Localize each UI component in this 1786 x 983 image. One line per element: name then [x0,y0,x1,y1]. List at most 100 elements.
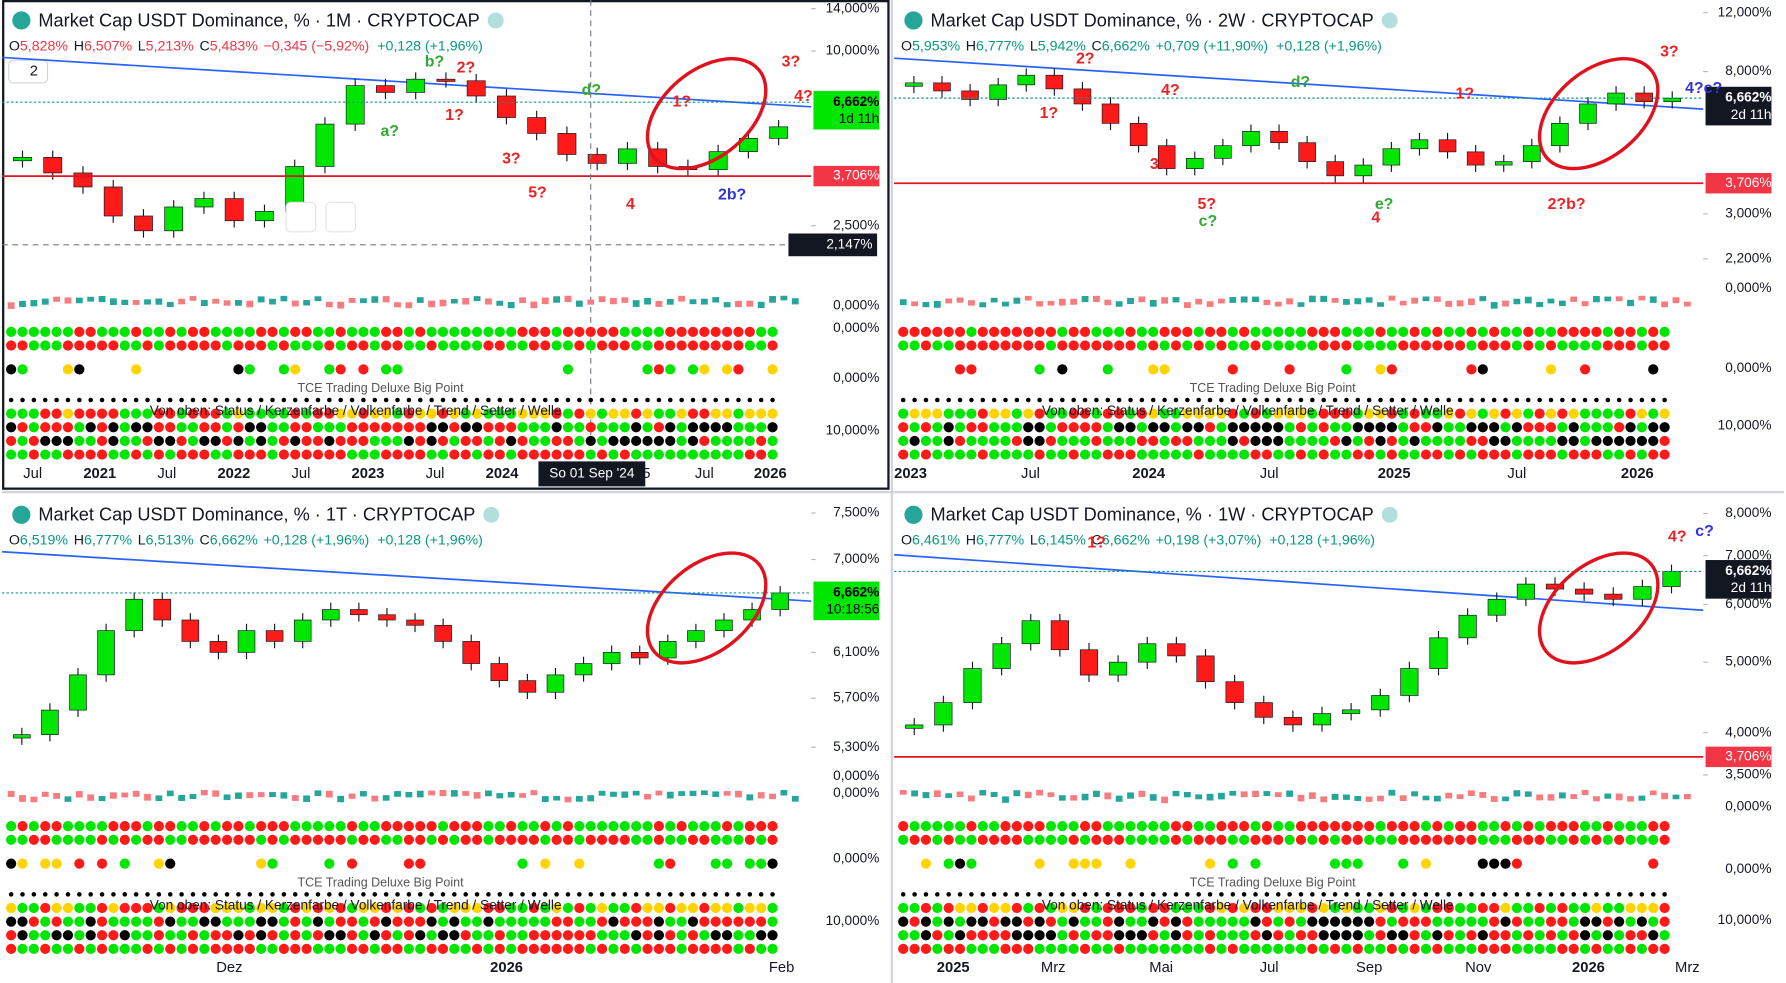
signal-dot [1378,397,1383,403]
signal-dot [721,340,733,351]
signal-dot [574,449,585,460]
candle [1312,713,1332,726]
signal-dot [713,397,718,403]
signal-dot [923,397,929,403]
signal-dot [744,326,755,337]
signal-dot [676,408,687,419]
zoom-button[interactable] [325,201,357,233]
signal-dot [1386,408,1398,419]
candle [322,609,340,621]
signal-dot [1375,930,1386,941]
interval-count[interactable]: 2 [30,64,38,80]
interval-button[interactable] [8,59,49,84]
volume-bar [473,296,481,302]
signal-dot [335,408,346,419]
volume-bar [41,791,49,797]
signal-dot [199,930,210,941]
wave-label: 1? [1456,86,1475,103]
signal-dot [1170,943,1182,955]
signal-dot [1648,364,1659,375]
signal-dot [1034,834,1045,845]
signal-dot [210,408,221,419]
zoom-button[interactable] [285,201,317,233]
signal-dot [1227,340,1238,351]
level-label: 3,706% [1725,175,1771,190]
signal-dot [486,892,491,897]
signal-dot [574,408,585,419]
signal-dot [562,364,574,375]
signal-dot [40,902,51,914]
signal-dot [392,435,403,447]
signal-dot [1386,916,1398,927]
signal-dot [426,326,437,337]
signal-dot [267,326,278,337]
candle [255,211,274,222]
signal-dot [1193,930,1204,941]
signal-dot [346,449,358,460]
signal-dot [1423,397,1429,403]
signal-dot [676,422,687,433]
signal-dot [17,916,28,927]
signal-dot [1125,858,1136,869]
signal-dot [1579,449,1591,460]
signal-dot [767,340,778,351]
signal-dot [1332,397,1338,403]
signal-dot [909,930,920,941]
signal-dot [1579,834,1591,845]
signal-dot [256,326,267,337]
signal-dot [1159,326,1170,337]
signal-dot [1079,435,1091,447]
signal-dot [1511,930,1523,941]
signal-dot [1625,902,1636,914]
indicator-axis-label: 0,000% [1725,280,1771,295]
signal-dot [142,435,153,447]
signal-dot [1057,902,1068,914]
signal-dot [1250,930,1261,941]
signal-dot [585,834,596,845]
candle [436,78,456,82]
volume-bar [325,790,333,798]
signal-dot [1000,821,1011,832]
signal-dot [551,821,562,832]
volume-bar [1138,296,1146,303]
signal-dot [744,834,755,845]
signal-dot [256,858,267,869]
signal-dot [966,422,977,433]
signal-dot [1159,340,1170,351]
signal-dot [1420,326,1432,337]
signal-dot [733,834,744,845]
signal-dot [1148,408,1159,419]
signal-dot [1250,435,1261,447]
signal-dot [898,916,909,927]
volume-bar [598,296,606,303]
signal-dot [920,449,932,460]
volume-bar [655,790,663,796]
signal-dot [517,435,528,447]
signal-dot [28,834,39,845]
signal-dot [1650,397,1656,403]
signal-dot [96,340,108,351]
signal-dot [1284,364,1295,375]
signal-dot [966,821,977,832]
signal-dot [1034,408,1045,419]
signal-dot [111,892,116,897]
signal-dot [1261,930,1272,941]
signal-dot [463,892,468,897]
signal-dot [585,902,596,914]
signal-dot [1216,943,1227,955]
indicator-axis-label: 10,000% [826,422,880,437]
signal-dot [1420,902,1432,914]
volume-bar [1161,297,1169,304]
signal-dot [335,326,346,337]
signal-dot [153,930,164,941]
volume-bar [990,792,998,798]
candle [345,85,365,125]
signal-dot [17,902,28,914]
signal-dot [40,340,51,351]
signal-dot [631,435,642,447]
signal-dot [494,326,505,337]
signal-dot [506,834,517,845]
signal-dot [153,422,164,433]
signal-dot [1170,930,1182,941]
signal-dot [699,834,710,845]
